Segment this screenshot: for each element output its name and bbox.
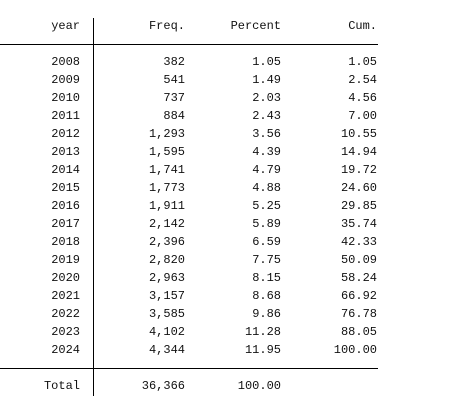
- row-label: 2024: [51, 343, 80, 357]
- column-header: Cum.: [348, 19, 377, 33]
- cell: 88.05: [341, 325, 377, 339]
- cell: 8.68: [252, 289, 281, 303]
- total-label: Total: [44, 379, 80, 393]
- cell: 3.56: [252, 127, 281, 141]
- cell: 2.03: [252, 91, 281, 105]
- cell: 4.56: [348, 91, 377, 105]
- cell: 7.00: [348, 109, 377, 123]
- cell: 42.33: [341, 235, 377, 249]
- cell: 66.92: [341, 289, 377, 303]
- row-label: 2018: [51, 235, 80, 249]
- total-cell: 100.00: [238, 379, 281, 393]
- cell: 884: [163, 109, 185, 123]
- cell: 29.85: [341, 199, 377, 213]
- cell: 1,741: [149, 163, 185, 177]
- row-label: 2016: [51, 199, 80, 213]
- row-label: 2017: [51, 217, 80, 231]
- cell: 3,585: [149, 307, 185, 321]
- row-label: 2010: [51, 91, 80, 105]
- cell: 382: [163, 55, 185, 69]
- cell: 10.55: [341, 127, 377, 141]
- cell: 541: [163, 73, 185, 87]
- cell: 1,773: [149, 181, 185, 195]
- cell: 1.49: [252, 73, 281, 87]
- cell: 5.25: [252, 199, 281, 213]
- row-label: 2019: [51, 253, 80, 267]
- cell: 50.09: [341, 253, 377, 267]
- cell: 1.05: [348, 55, 377, 69]
- row-label: 2013: [51, 145, 80, 159]
- column-header: Percent: [231, 19, 281, 33]
- cell: 4.79: [252, 163, 281, 177]
- cell: 2.43: [252, 109, 281, 123]
- cell: 3,157: [149, 289, 185, 303]
- cell: 58.24: [341, 271, 377, 285]
- cell: 4.39: [252, 145, 281, 159]
- row-label: 2021: [51, 289, 80, 303]
- row-label: 2012: [51, 127, 80, 141]
- cell: 11.28: [245, 325, 281, 339]
- row-label: 2020: [51, 271, 80, 285]
- cell: 1,293: [149, 127, 185, 141]
- cell: 5.89: [252, 217, 281, 231]
- row-label: 2015: [51, 181, 80, 195]
- cell: 4.88: [252, 181, 281, 195]
- cell: 1.05: [252, 55, 281, 69]
- cell: 2,396: [149, 235, 185, 249]
- cell: 2,963: [149, 271, 185, 285]
- cell: 6.59: [252, 235, 281, 249]
- row-label: 2009: [51, 73, 80, 87]
- row-label: 2008: [51, 55, 80, 69]
- cell: 14.94: [341, 145, 377, 159]
- cell: 7.75: [252, 253, 281, 267]
- row-label: 2011: [51, 109, 80, 123]
- cell: 24.60: [341, 181, 377, 195]
- row-label: 2014: [51, 163, 80, 177]
- cell: 76.78: [341, 307, 377, 321]
- cell: 1,911: [149, 199, 185, 213]
- cell: 35.74: [341, 217, 377, 231]
- column-header: year: [51, 19, 80, 33]
- cell: 9.86: [252, 307, 281, 321]
- cell: 4,102: [149, 325, 185, 339]
- cell: 4,344: [149, 343, 185, 357]
- total-cell: 36,366: [142, 379, 185, 393]
- column-header: Freq.: [149, 19, 185, 33]
- row-label: 2022: [51, 307, 80, 321]
- cell: 100.00: [334, 343, 377, 357]
- cell: 2.54: [348, 73, 377, 87]
- cell: 1,595: [149, 145, 185, 159]
- cell: 2,142: [149, 217, 185, 231]
- cell: 737: [163, 91, 185, 105]
- cell: 2,820: [149, 253, 185, 267]
- cell: 11.95: [245, 343, 281, 357]
- cell: 8.15: [252, 271, 281, 285]
- cell: 19.72: [341, 163, 377, 177]
- row-label: 2023: [51, 325, 80, 339]
